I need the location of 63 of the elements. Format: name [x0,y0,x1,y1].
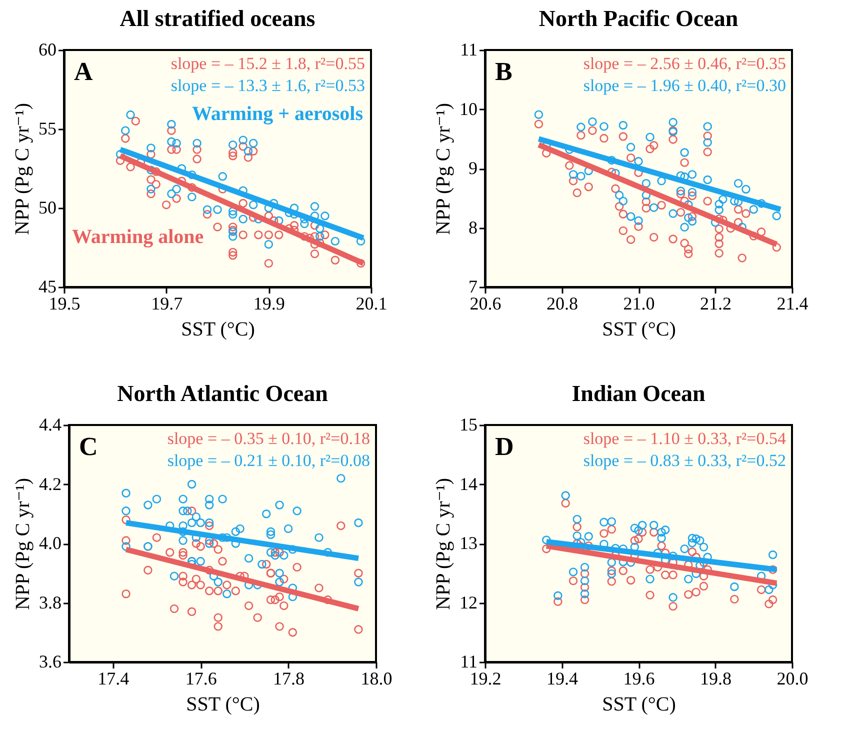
x-tick-label: 19.5 [48,294,80,314]
y-tick-label: 55 [38,118,56,138]
annotation: slope = – 13.3 ± 1.6, r²=0.53 [170,76,365,95]
x-tick-label: 20.8 [546,294,578,314]
y-axis-title: NPP (Pg C yr⁻¹) [12,103,34,235]
x-axis-title: SST (°C) [181,318,255,340]
text: Warming + aerosols [192,103,364,125]
annotation: slope = – 1.96 ± 0.40, r²=0.30 [583,76,786,95]
y-tick-label: 3.8 [39,592,62,612]
chart-title: All stratified oceans [120,6,316,31]
x-tick-label: 18.0 [360,668,392,688]
x-tick-label: 19.8 [700,668,732,688]
y-tick-label: 4.4 [39,414,62,434]
annotation: B [495,57,512,86]
x-tick-label: 19.9 [253,294,285,314]
x-tick-label: 17.8 [273,668,305,688]
x-tick-label: 21.4 [776,294,808,314]
x-tick-label: 20.1 [356,294,388,314]
x-tick-label: 19.4 [546,668,578,688]
x-tick-label: 19.6 [623,668,655,688]
annotation: slope = – 0.83 ± 0.33, r²=0.52 [583,451,786,470]
x-tick-label: 21.0 [623,294,655,314]
annotation: slope = – 0.21 ± 0.10, r²=0.08 [167,451,370,470]
y-tick-label: 14 [460,474,478,494]
annotation: C [79,432,98,461]
x-axis-title: SST (°C) [602,318,676,340]
y-tick-label: 50 [38,198,56,218]
y-tick-label: 15 [460,414,478,434]
x-tick-label: 20.6 [470,294,502,314]
y-tick-label: 10 [460,98,478,119]
x-tick-label: 19.2 [470,668,502,688]
x-tick-label: 21.2 [700,294,732,314]
y-tick-label: 11 [460,652,478,672]
x-tick-label: 19.7 [151,294,183,314]
annotation: slope = – 1.10 ± 0.33, r²=0.54 [583,429,786,448]
annotation: A [74,57,93,86]
chart-title: North Pacific Ocean [538,6,738,31]
annotation: D [495,432,514,461]
y-tick-label: 4.2 [39,474,62,494]
annotation: slope = – 2.56 ± 0.46, r²=0.35 [583,54,786,73]
y-axis-title: NPP (Pg C yr⁻¹) [12,478,34,610]
y-tick-label: 11 [460,40,478,60]
y-axis-title: NPP (Pg C yr⁻¹) [432,478,454,610]
y-tick-label: 60 [38,40,56,60]
annotation: slope = – 15.2 ± 1.8, r²=0.55 [170,54,365,73]
y-tick-label: 12 [460,592,478,612]
y-tick-label: 45 [38,276,56,296]
y-axis-title: NPP (Pg C yr⁻¹) [432,103,454,235]
x-axis-title: SST (°C) [602,694,676,716]
annotation: slope = – 0.35 ± 0.10, r²=0.18 [167,429,370,448]
y-tick-label: 8 [468,217,478,238]
y-tick-label: 3.6 [39,652,62,672]
y-tick-label: 9 [468,158,478,178]
chart-title: North Atlantic Ocean [117,381,328,406]
x-tick-label: 17.6 [185,668,217,688]
y-tick-label: 7 [468,276,478,296]
chart-title: Indian Ocean [572,381,706,406]
x-tick-label: 20.0 [776,668,808,688]
y-tick-label: 4.0 [39,533,62,553]
series-label: Warming alone [72,226,204,248]
y-tick-label: 13 [460,533,478,553]
x-tick-label: 17.4 [98,668,130,688]
x-axis-title: SST (°C) [186,694,260,716]
